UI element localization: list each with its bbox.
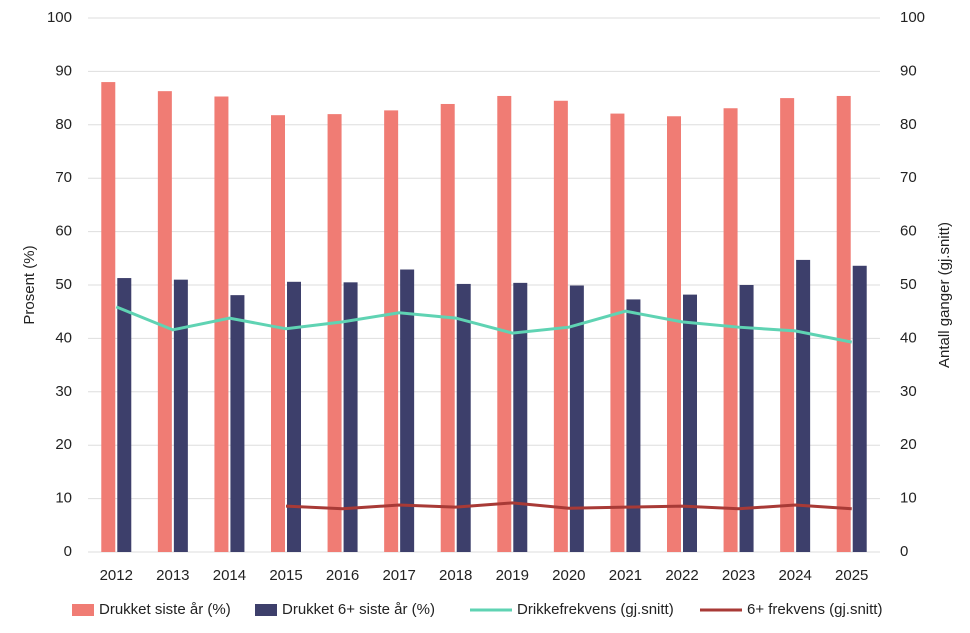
bar [287, 281, 301, 552]
line [285, 501, 852, 511]
y2-tick-label: 20 [900, 436, 917, 453]
bar [157, 91, 172, 553]
bar [836, 95, 851, 553]
bar [513, 282, 528, 552]
bar [230, 295, 245, 552]
legend-swatch [255, 604, 277, 616]
y2-axis-title: Antall ganger (gj.snitt) [936, 222, 953, 368]
bar [117, 278, 132, 552]
bar [327, 114, 342, 553]
x-tick-label: 2022 [665, 567, 698, 584]
bar [852, 265, 867, 552]
y-tick-label: 80 [55, 116, 72, 133]
x-tick-label: 2015 [269, 567, 302, 584]
y2-tick-label: 10 [900, 490, 917, 507]
x-tick-label: 2016 [326, 567, 359, 584]
bar [497, 95, 512, 553]
legend-swatch [72, 604, 94, 616]
y-tick-label: 40 [55, 329, 72, 346]
y2-tick-label: 40 [900, 329, 917, 346]
x-tick-label: 2021 [609, 567, 642, 584]
x-tick-label: 2014 [213, 567, 246, 584]
bar [173, 279, 188, 552]
bar [400, 269, 415, 552]
y-tick-label: 100 [47, 9, 72, 26]
y2-tick-label: 60 [900, 223, 917, 240]
bar [780, 98, 795, 552]
x-tick-label: 2019 [496, 567, 529, 584]
legend-label: 6+ frekvens (gj.snitt) [747, 601, 882, 618]
legend-label: Drukket siste år (%) [99, 601, 231, 618]
x-tick-label: 2023 [722, 567, 755, 584]
x-tick-label: 2013 [156, 567, 189, 584]
bar [456, 283, 471, 552]
bar [723, 108, 738, 552]
legend-label: Drukket 6+ siste år (%) [282, 601, 435, 618]
y-axis-title: Prosent (%) [21, 245, 38, 324]
y2-tick-label: 80 [900, 116, 917, 133]
y2-tick-label: 0 [900, 543, 908, 560]
y2-tick-label: 90 [900, 62, 917, 79]
x-tick-label: 2012 [100, 567, 133, 584]
y2-tick-label: 50 [900, 276, 917, 293]
x-tick-label: 2024 [778, 567, 811, 584]
bar [553, 100, 568, 553]
bar [739, 285, 754, 552]
y2-tick-label: 100 [900, 9, 925, 26]
bar [667, 116, 681, 553]
legend-label: Drikkefrekvens (gj.snitt) [517, 601, 674, 618]
bar [271, 115, 285, 553]
bar [626, 299, 641, 552]
bar [343, 282, 358, 552]
y2-tick-label: 30 [900, 383, 917, 400]
y-tick-label: 90 [55, 62, 72, 79]
bar [683, 294, 697, 552]
y-tick-label: 10 [55, 490, 72, 507]
x-tick-label: 2018 [439, 567, 472, 584]
bar [101, 82, 116, 552]
bar [214, 96, 229, 553]
x-tick-label: 2017 [382, 567, 415, 584]
y-tick-label: 50 [55, 276, 72, 293]
y-tick-label: 30 [55, 383, 72, 400]
y-tick-label: 0 [64, 543, 72, 560]
bar [796, 259, 811, 552]
x-tick-label: 2020 [552, 567, 585, 584]
bar [384, 110, 399, 553]
y-tick-label: 70 [55, 169, 72, 186]
y-tick-label: 60 [55, 223, 72, 240]
y-tick-label: 20 [55, 436, 72, 453]
bar [440, 103, 455, 552]
y2-tick-label: 70 [900, 169, 917, 186]
x-tick-label: 2025 [835, 567, 868, 584]
line [115, 305, 853, 344]
bar [610, 113, 625, 552]
bar [569, 285, 584, 552]
